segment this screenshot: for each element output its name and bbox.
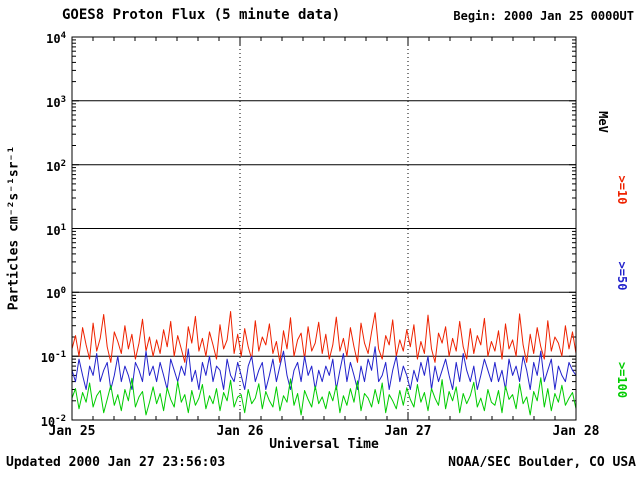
- updated-timestamp: Updated 2000 Jan 27 23:56:03: [6, 455, 226, 470]
- series-label-ge50: >=50: [615, 261, 629, 291]
- y-tick-label: 100: [46, 286, 66, 302]
- y-axis-label: Particles cm⁻²s⁻¹sr⁻¹: [6, 145, 22, 311]
- x-tick-label-jan25: Jan 25: [48, 424, 96, 439]
- credit-label: NOAA/SEC Boulder, CO USA: [448, 455, 636, 470]
- x-tick-label-jan28: Jan 28: [552, 424, 600, 439]
- y-tick-label: 103: [46, 94, 66, 110]
- page-title: GOES8 Proton Flux (5 minute data): [62, 7, 341, 23]
- series-label-ge100: >=100: [615, 361, 629, 399]
- x-tick-label-jan26: Jan 26: [216, 424, 264, 439]
- x-axis-label: Universal Time: [269, 437, 379, 452]
- y-tick-label: 104: [46, 31, 66, 46]
- y-tick-label: 10-1: [40, 350, 66, 366]
- y-tick-label: 10-2: [40, 414, 66, 429]
- y-tick-label: 102: [46, 158, 66, 174]
- begin-time-label: Begin: 2000 Jan 25 0000UT: [453, 9, 634, 23]
- right-axis-unit-label: MeV: [596, 111, 610, 133]
- series-label-ge10: >=10: [615, 175, 629, 205]
- y-tick-label: 101: [46, 222, 66, 238]
- x-tick-label-jan27: Jan 27: [384, 424, 432, 439]
